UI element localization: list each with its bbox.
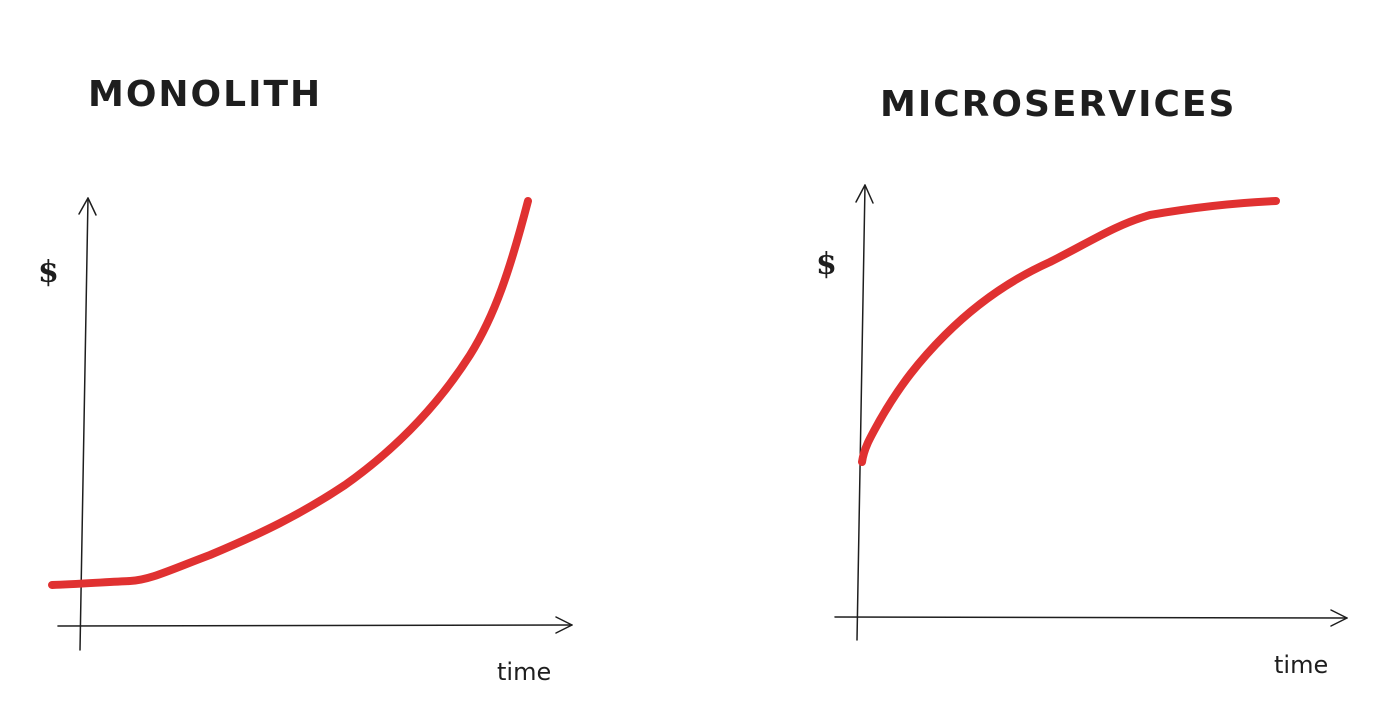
monolith-x-axis <box>57 624 573 627</box>
microservices-title: MICROSERVICES <box>880 84 1236 125</box>
microservices-y-axis <box>856 184 866 641</box>
microservices-y-axis-arrowhead <box>855 184 874 204</box>
monolith-panel: MONOLITH $ time <box>38 74 573 686</box>
microservices-y-label: $ <box>816 247 837 282</box>
monolith-y-label: $ <box>38 255 59 290</box>
microservices-panel: MICROSERVICES $ time <box>816 84 1348 679</box>
monolith-title: MONOLITH <box>88 74 322 115</box>
monolith-cost-curve <box>48 197 532 589</box>
monolith-x-axis-arrowhead <box>555 616 573 634</box>
microservices-cost-curve <box>858 197 1280 466</box>
monolith-y-axis <box>79 197 89 651</box>
monolith-y-axis-arrowhead <box>78 197 97 216</box>
microservices-x-axis <box>834 616 1348 619</box>
microservices-x-label: time <box>1274 651 1328 679</box>
microservices-x-axis-arrowhead <box>1330 609 1348 627</box>
monolith-x-label: time <box>497 658 551 686</box>
